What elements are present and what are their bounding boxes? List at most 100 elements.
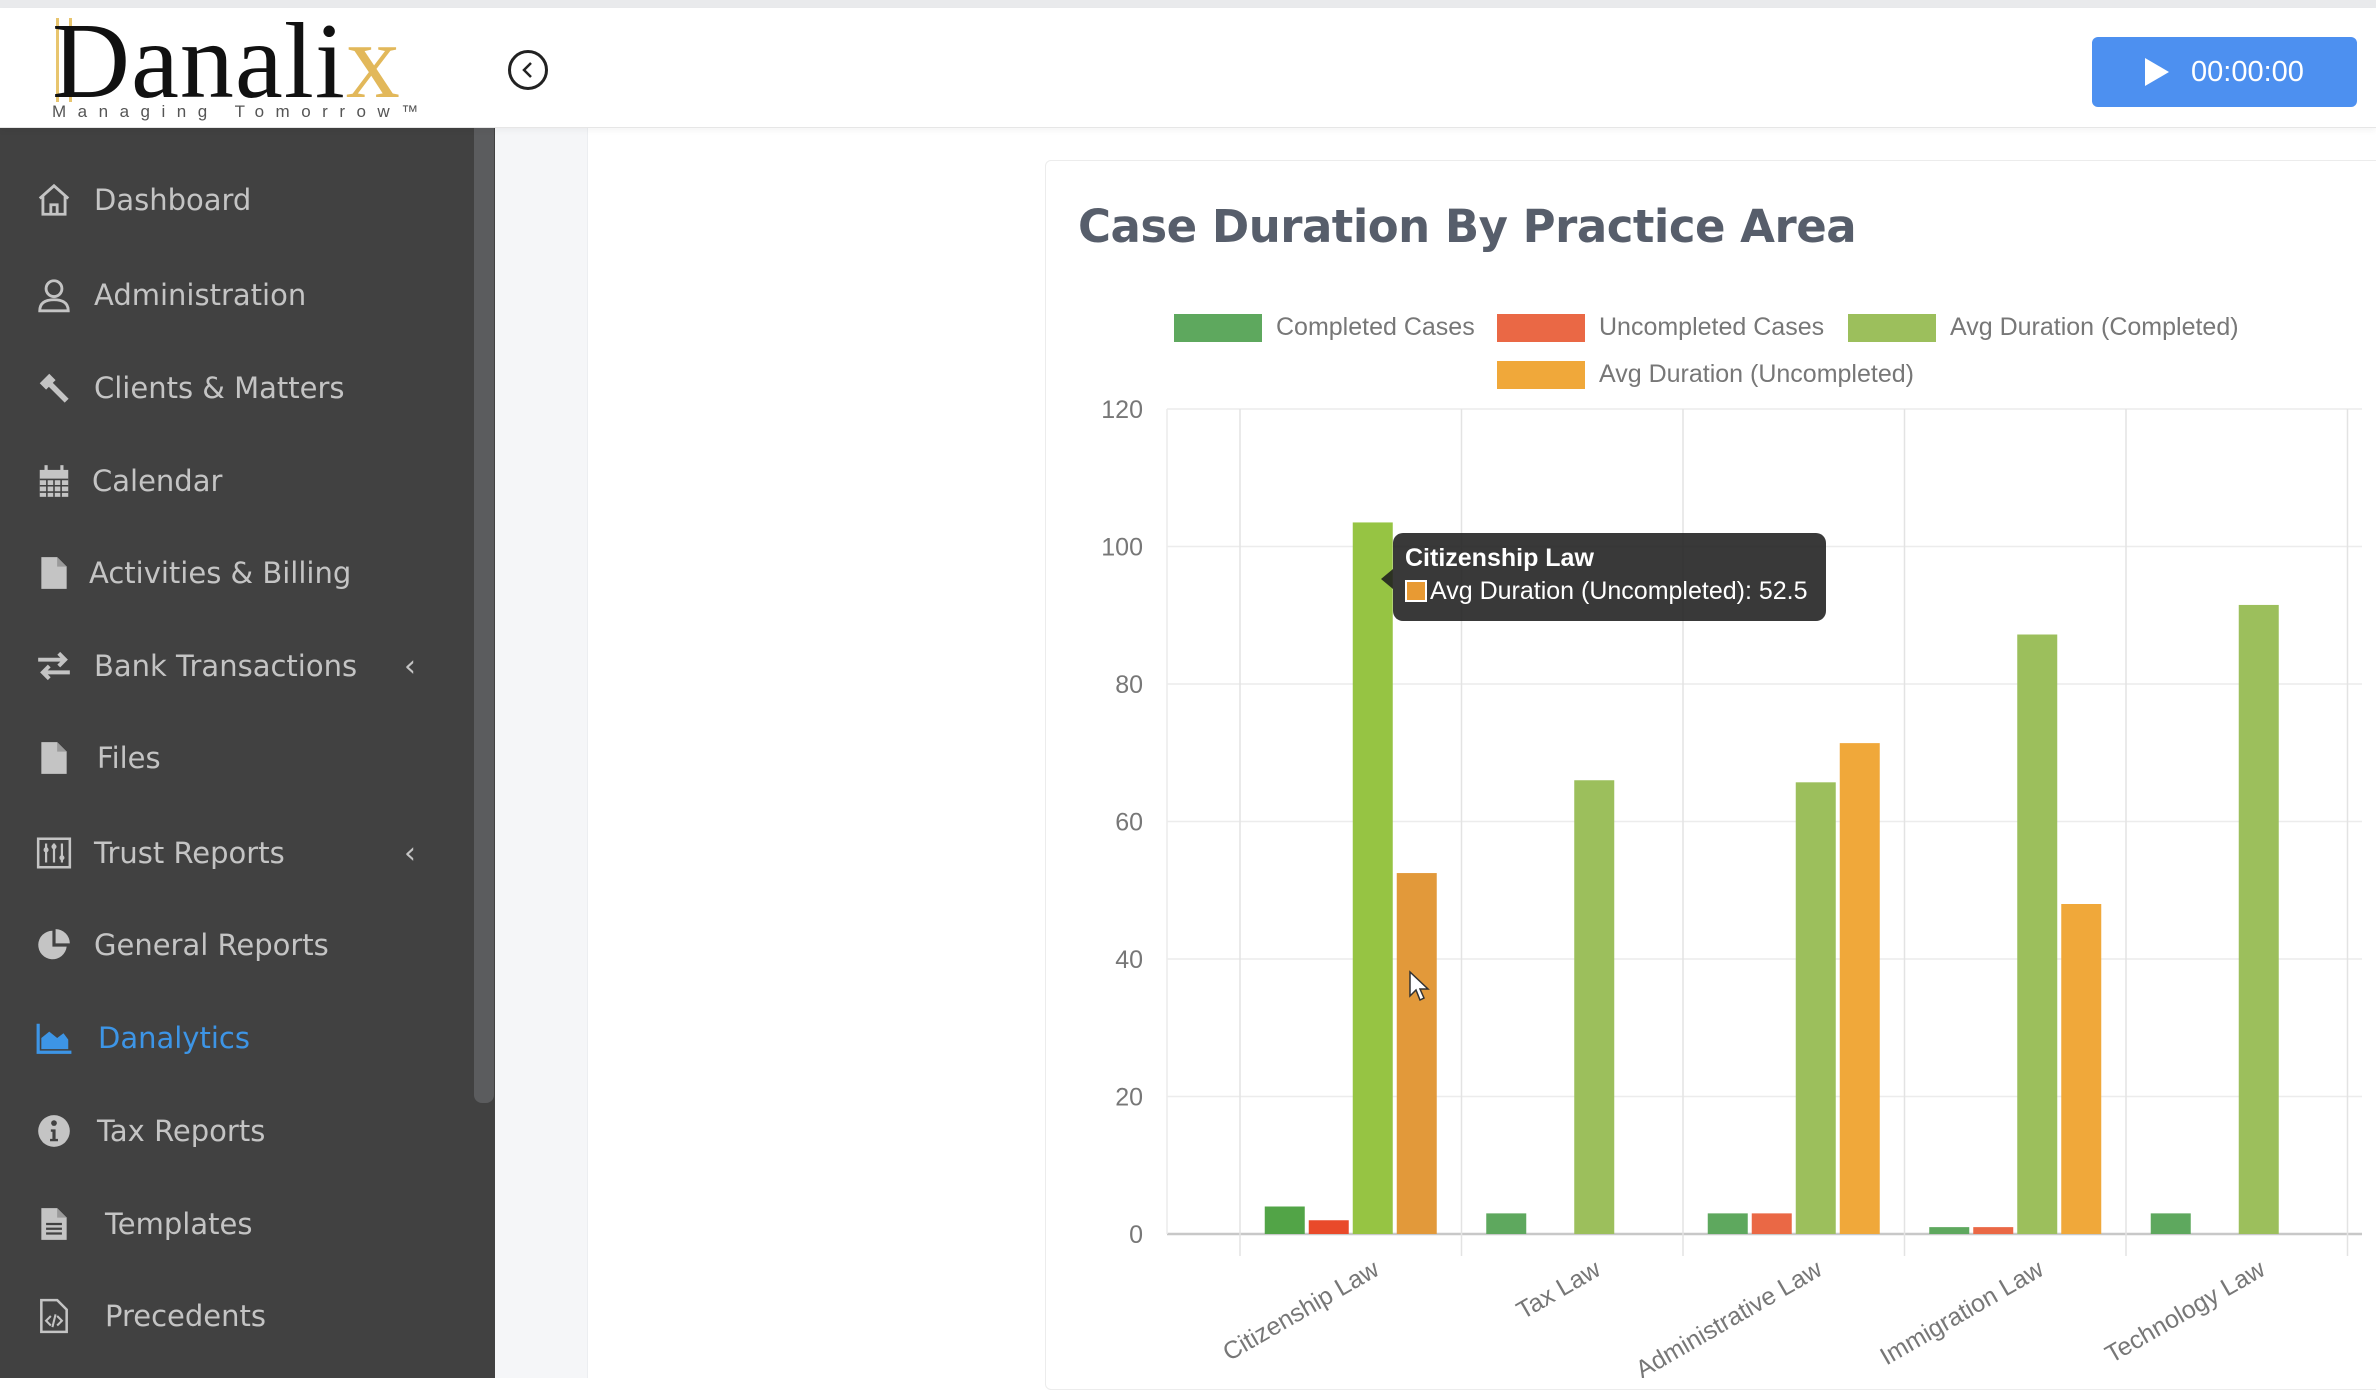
sidebar-item-label: Tax Reports: [97, 1114, 266, 1148]
logo-text: Danali: [52, 2, 346, 121]
sidebar-item-label: Bank Transactions: [94, 649, 358, 683]
timer-button[interactable]: 00:00:00: [2092, 37, 2357, 107]
bar[interactable]: [1707, 1213, 1748, 1234]
y-tick-label: 60: [1115, 809, 1143, 837]
logo-pillar-icon: [56, 18, 72, 102]
legend-swatch: [1497, 360, 1585, 389]
sidebar-item-tax-reports[interactable]: Tax Reports: [0, 1101, 470, 1161]
bar[interactable]: [2150, 1213, 2191, 1234]
chart-card: [1045, 160, 2376, 1390]
legend-swatch: [1848, 313, 1936, 342]
chevron-left-icon: ‹: [404, 835, 416, 871]
sidebar-item-templates[interactable]: Templates: [0, 1194, 470, 1254]
x-tick-label: Tax Law: [1512, 1254, 1606, 1325]
mouse-cursor-icon: [1409, 970, 1430, 1002]
legend-swatch: [1497, 313, 1585, 342]
logo-tagline: Managing Tomorrow™: [52, 102, 430, 121]
bar[interactable]: [1396, 873, 1437, 1234]
sidebar-item-general-reports[interactable]: General Reports: [0, 915, 470, 975]
calendar-icon: [34, 461, 74, 501]
bar[interactable]: [1839, 743, 1880, 1234]
x-tick-label: Technology Law: [2100, 1254, 2270, 1368]
y-tick-label: 0: [1129, 1221, 1143, 1249]
y-tick-label: 120: [1101, 396, 1143, 424]
bar[interactable]: [1308, 1220, 1349, 1234]
legend-label: Completed Cases: [1276, 313, 1475, 341]
pie-chart-icon: [34, 925, 74, 965]
area-chart-icon: [34, 1018, 74, 1058]
sidebar-item-trust-reports[interactable]: Trust Reports ‹: [0, 823, 470, 883]
sidebar-item-bank-transactions[interactable]: Bank Transactions ‹: [0, 636, 470, 696]
legend-swatch: [1174, 313, 1262, 342]
legend-item-avg-duration-uncompleted[interactable]: Avg Duration (Uncompleted): [1497, 360, 1914, 389]
tooltip-swatch: [1405, 580, 1427, 602]
y-tick-label: 100: [1101, 534, 1143, 562]
logo-wordmark: Danalix: [52, 2, 401, 122]
info-icon: [34, 1111, 74, 1151]
sidebar-scrollbar[interactable]: [474, 128, 494, 1103]
sidebar-item-activities-billing[interactable]: Activities & Billing: [0, 543, 470, 603]
bar[interactable]: [1264, 1206, 1305, 1235]
sidebar-item-files[interactable]: Files: [0, 728, 470, 788]
sidebar-item-label: Trust Reports: [94, 836, 285, 870]
bar[interactable]: [2238, 604, 2279, 1234]
sidebar-item-label: Danalytics: [98, 1021, 250, 1055]
tooltip-title: Citizenship Law: [1405, 544, 1594, 572]
sidebar-item-label: Templates: [105, 1207, 253, 1241]
bar[interactable]: [1574, 780, 1615, 1234]
file-code-icon: [34, 1296, 74, 1336]
exchange-icon: [34, 646, 74, 686]
legend-item-uncompleted-cases[interactable]: Uncompleted Cases: [1497, 313, 1824, 342]
x-tick-label: Administrative Law: [1631, 1254, 1828, 1378]
sidebar-item-clients-matters[interactable]: Clients & Matters: [0, 358, 470, 418]
legend-item-completed-cases[interactable]: Completed Cases: [1174, 313, 1475, 342]
sidebar-item-label: Precedents: [105, 1299, 267, 1333]
app-header: Danalix Managing Tomorrow™ 00:00:00: [0, 2, 2376, 128]
sidebar-item-label: Dashboard: [94, 183, 252, 217]
x-tick-label: Citizenship Law: [1218, 1254, 1384, 1366]
file-icon: [34, 738, 74, 778]
bar[interactable]: [1751, 1213, 1792, 1234]
sidebar-item-label: Activities & Billing: [89, 556, 352, 590]
chart-tooltip: Citizenship Law Avg Duration (Uncomplete…: [1381, 533, 1826, 621]
play-icon: [2145, 58, 2170, 86]
y-tick-label: 80: [1115, 671, 1143, 699]
sidebar-item-danalytics[interactable]: Danalytics: [0, 1008, 470, 1068]
bar[interactable]: [1795, 782, 1836, 1234]
file-text-icon: [34, 1204, 74, 1244]
content-gutter: [495, 128, 587, 1378]
sidebar-collapse-button[interactable]: [508, 50, 548, 90]
sidebar-item-label: General Reports: [94, 928, 329, 962]
bar[interactable]: [1929, 1227, 1970, 1234]
bar[interactable]: [1486, 1213, 1527, 1234]
sidebar-item-label: Files: [97, 741, 161, 775]
chevron-left-icon: [522, 62, 532, 78]
sidebar-item-calendar[interactable]: Calendar: [0, 451, 470, 511]
gavel-icon: [34, 368, 74, 408]
browser-top-edge: [0, 0, 2376, 8]
sidebar-item-label: Administration: [94, 278, 307, 312]
logo-accent: x: [345, 2, 401, 121]
y-tick-label: 40: [1115, 946, 1143, 974]
sidebar-item-label: Clients & Matters: [94, 371, 345, 405]
timer-value: 00:00:00: [2191, 55, 2304, 88]
danalix-logo[interactable]: Danalix Managing Tomorrow™: [50, 2, 430, 128]
chart-title: Case Duration By Practice Area: [1078, 200, 1857, 253]
bar-chart[interactable]: 0 20 40 60 80 100 120 Citizenship Law Tax Law Adm…: [1040, 380, 2376, 1378]
bar[interactable]: [1973, 1227, 2014, 1234]
user-icon: [34, 275, 74, 315]
file-icon: [34, 553, 74, 593]
sidebar-item-label: Calendar: [92, 464, 223, 498]
bar[interactable]: [2061, 904, 2102, 1234]
legend-item-avg-duration-completed[interactable]: Avg Duration (Completed): [1848, 313, 2239, 342]
bar[interactable]: [2017, 634, 2058, 1235]
chevron-left-icon: ‹: [404, 648, 416, 684]
bar[interactable]: [1352, 522, 1393, 1234]
sidebar-item-administration[interactable]: Administration: [0, 265, 470, 325]
sidebar-item-dashboard[interactable]: Dashboard: [0, 170, 470, 230]
legend-label: Uncompleted Cases: [1599, 313, 1825, 341]
x-tick-label: Immigration Law: [1875, 1254, 2049, 1370]
tooltip-label: Avg Duration (Uncompleted): 52.5: [1430, 577, 1808, 605]
sliders-icon: [34, 833, 74, 873]
sidebar-item-precedents[interactable]: Precedents: [0, 1286, 470, 1346]
